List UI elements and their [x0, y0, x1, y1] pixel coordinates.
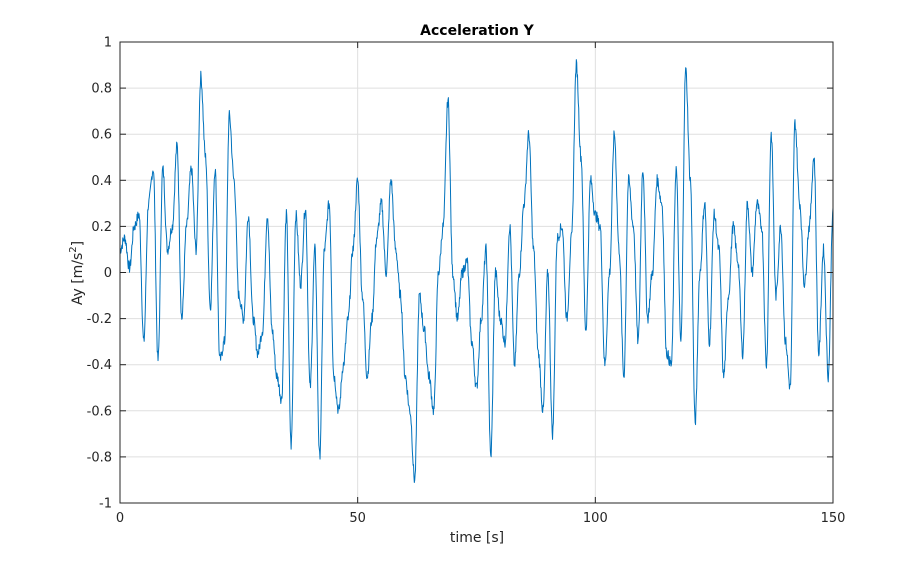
y-tick-label: -0.6 — [87, 404, 112, 419]
y-tick-labels: -1 -0.8 -0.6 -0.4 -0.2 0 0.2 0.4 0.6 0.8 1 — [87, 36, 112, 512]
y-axis-label-end: ] — [70, 241, 86, 246]
y-tick-label: -0.8 — [87, 450, 112, 465]
chart-title: Acceleration Y — [420, 23, 535, 39]
y-tick-label: 0.6 — [91, 128, 112, 143]
grid-lines — [119, 41, 834, 504]
y-tick-label: -1 — [99, 497, 112, 512]
y-axis-label: Ay [m/s2] — [68, 241, 86, 305]
tick-marks — [119, 41, 834, 504]
y-tick-label: -0.2 — [87, 312, 112, 327]
y-tick-label: 0.2 — [91, 220, 112, 235]
y-tick-label: 0.8 — [91, 82, 112, 97]
x-tick-label: 150 — [821, 511, 846, 526]
y-tick-label: -0.4 — [87, 358, 112, 373]
x-axis-label: time [s] — [450, 530, 504, 546]
x-tick-label: 100 — [583, 511, 608, 526]
x-tick-labels: 0 50 100 150 — [116, 511, 846, 526]
y-tick-label: 1 — [104, 36, 112, 51]
series-line — [119, 59, 834, 483]
y-tick-label: 0 — [104, 266, 112, 281]
y-tick-label: 0.4 — [91, 174, 112, 189]
x-tick-label: 50 — [349, 511, 366, 526]
x-tick-label: 0 — [116, 511, 124, 526]
y-axis-label-main: Ay [m/s — [70, 253, 86, 305]
y-axis-label-superscript: 2 — [68, 246, 79, 252]
series-group — [119, 59, 834, 483]
